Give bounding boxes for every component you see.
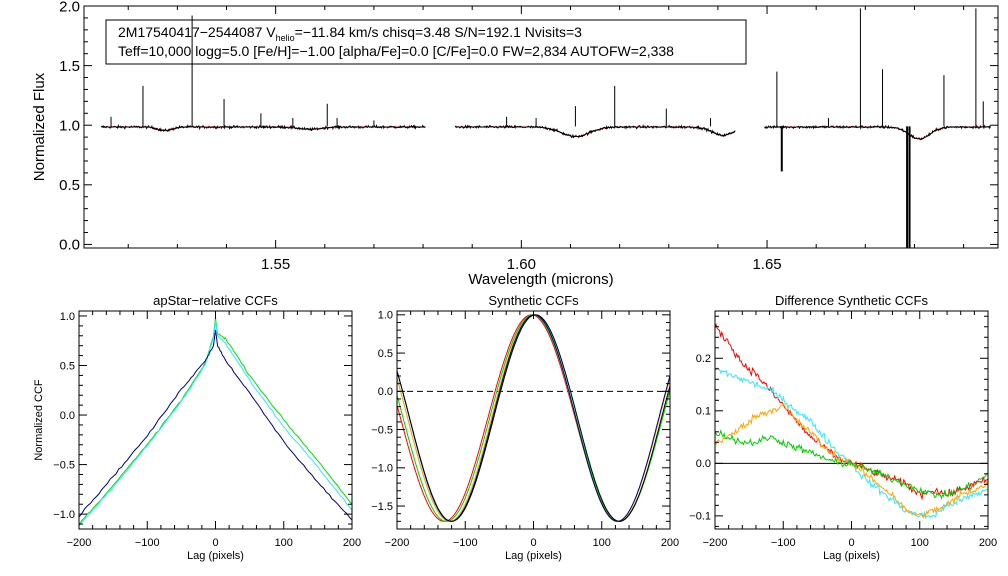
spectrum-y-tick-label: 1.0	[59, 117, 80, 134]
info-box: 2M17540417−2544087 Vhelio=−11.84 km/s ch…	[105, 19, 747, 65]
spectrum-x-tick-label: 1.55	[261, 256, 290, 273]
difference-ccf-x-tick-label: −200	[703, 537, 728, 549]
synthetic-ccf-y-tick-label: −0.5	[371, 424, 393, 436]
apstar-ccf-y-tick-label: 0.0	[60, 410, 75, 422]
difference-ccf-panel: −200 −100 0 100 200 −0.1 0.0 0.1 0.2 Lag (pixels)…	[689, 293, 997, 562]
apstar-ccf-x-axis-label: Lag (pixels)	[187, 550, 244, 562]
difference-ccf-x-axis-label: Lag (pixels)	[823, 550, 880, 562]
synthetic-ccf-x-tick-label: 0	[530, 537, 536, 549]
ccf-line-visit-3	[79, 329, 352, 521]
observed-spectrum-chip-2	[454, 123, 736, 139]
synthetic-ccf-y-tick-label: 1.0	[378, 310, 393, 322]
difference-ccf-title: Difference Synthetic CCFs	[775, 293, 928, 308]
observed-spectrum-chip-1	[101, 123, 426, 133]
apstar-ccf-x-tick-label: 100	[275, 537, 293, 549]
spectrum-y-axis-label: Normalized Flux	[31, 72, 48, 181]
spectrum-y-tick-label: 2.0	[59, 0, 80, 15]
difference-ccf-y-tick-label: 0.1	[696, 406, 711, 418]
spectrum-y-tick-label: 0.0	[59, 237, 80, 254]
synthetic-ccf-y-tick-label: 0.5	[378, 348, 393, 360]
spectrum-y-tick-label: 1.5	[59, 58, 80, 75]
spectrum-axes-frame	[83, 5, 999, 249]
difference-ccf-y-tick-label: −0.1	[689, 511, 711, 523]
apstar-ccf-x-tick-label: 0	[212, 537, 218, 549]
info-helio-subscript: helio	[276, 33, 295, 43]
apstar-ccf-y-tick-label: −0.5	[53, 459, 75, 471]
apstar-ccf-x-tick-label: −100	[135, 537, 160, 549]
spectrum-plot-area	[101, 8, 991, 248]
synthetic-ccf-x-tick-label: −200	[385, 537, 410, 549]
apstar-ccf-title: apStar−relative CCFs	[153, 293, 278, 308]
info-line-1: 2M17540417−2544087 Vhelio=−11.84 km/s ch…	[118, 24, 582, 43]
difference-ccf-y-tick-label: 0.2	[696, 353, 711, 365]
difference-ccf-y-tick-label: 0.0	[696, 458, 711, 470]
apstar-ccf-x-tick-label: −200	[67, 537, 92, 549]
synthetic-ccf-x-tick-label: 100	[593, 537, 611, 549]
spectrum-y-tick-label: 0.5	[59, 177, 80, 194]
synthetic-ccf-x-tick-label: −100	[453, 537, 478, 549]
synthetic-ccf-y-tick-label: 0.0	[378, 386, 393, 398]
difference-ccf-x-tick-label: 200	[979, 537, 997, 549]
spectrum-x-tick-label: 1.60	[507, 256, 536, 273]
ccf-line-visit-2	[79, 320, 352, 527]
synthetic-ccf-x-tick-label: 200	[661, 537, 679, 549]
synthetic-ccf-panel: −200 −100 0 100 200 −1.5 −1.0 −0.5 0.0 0.5 1.0 Lag …	[371, 293, 679, 562]
spectrum-panel: 1.55 1.60 1.65 0.0 0.5 1.0 1.5 2.0 Wavelength (m…	[31, 0, 999, 288]
difference-ccf-plot-area	[715, 322, 988, 520]
apstar-ccf-y-axis-label: Normalized CCF	[33, 379, 45, 461]
spectrum-x-tick-label: 1.65	[752, 256, 781, 273]
difference-ccf-x-tick-label: 100	[911, 537, 929, 549]
synthetic-ccf-y-tick-label: −1.5	[371, 501, 393, 513]
info-line-2: Teff=10,000 logg=5.0 [Fe/H]=−1.00 [alpha…	[118, 43, 674, 59]
spectrum-x-axis-label: Wavelength (microns)	[468, 271, 613, 288]
observed-spectrum-chip-3	[764, 124, 991, 141]
ccf-line-green	[715, 429, 988, 500]
apstar-ccf-y-tick-label: 1.0	[60, 311, 75, 323]
difference-ccf-x-tick-label: −100	[771, 537, 796, 549]
info-star-id: 2M17540417−2544087 V	[118, 24, 276, 40]
difference-ccf-x-tick-label: 0	[848, 537, 854, 549]
info-box-frame	[105, 19, 747, 65]
apstar-ccf-panel: −200 −100 0 100 200 −1.0 −0.5 0.0 0.5 1.0 Lag (pix…	[33, 293, 361, 562]
info-line-1-rest: =−11.84 km/s chisq=3.48 S/N=192.1 Nvisit…	[295, 24, 583, 40]
apstar-ccf-y-tick-label: −1.0	[53, 509, 75, 521]
synthetic-ccf-title: Synthetic CCFs	[488, 293, 579, 308]
apstar-ccf-x-tick-label: 200	[343, 537, 361, 549]
synthetic-ccf-y-tick-label: −1.0	[371, 463, 393, 475]
apstar-ccf-y-tick-label: 0.5	[60, 360, 75, 372]
synthetic-ccf-x-axis-label: Lag (pixels)	[505, 550, 562, 562]
